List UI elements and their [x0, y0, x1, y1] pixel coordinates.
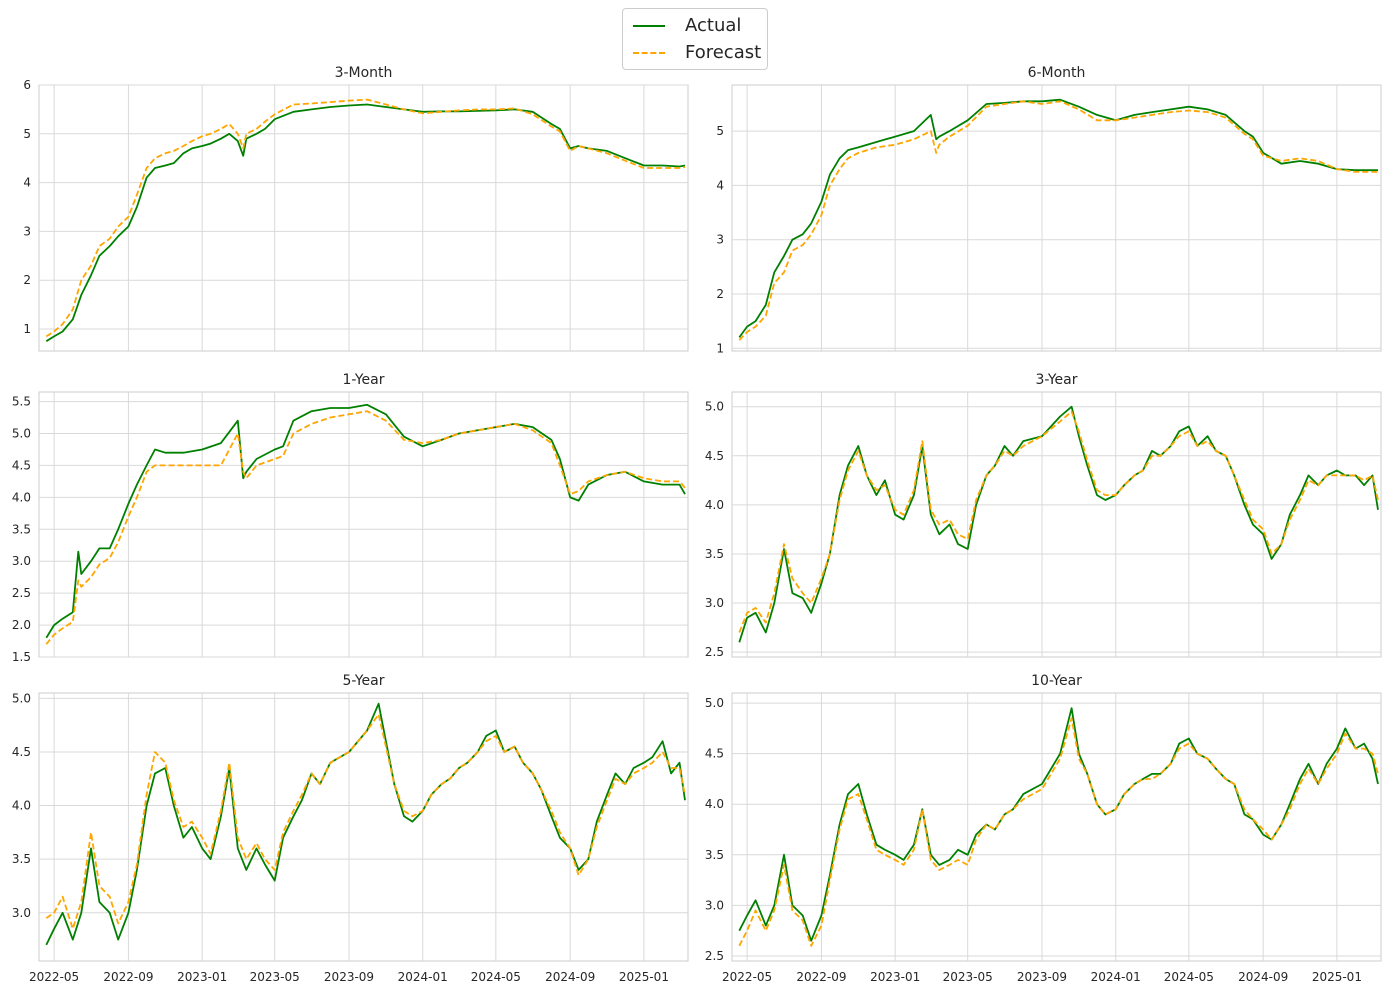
y-tick-label: 3 [716, 233, 724, 247]
y-tick-label: 2.5 [12, 586, 31, 600]
chart-3-month: 1 2 3 4 5 6 3-Month [23, 65, 689, 352]
y-tick-label: 3.0 [12, 906, 31, 920]
legend-item-actual: Actual [623, 13, 769, 39]
y-tick-label: 4 [23, 176, 31, 190]
x-tick-label: 2024-05 [1164, 970, 1214, 984]
y-tick-label: 5.0 [705, 400, 724, 414]
legend-item-forecast: Forecast [623, 40, 769, 66]
plot-area [731, 692, 1382, 962]
x-tick-label: 2025-01 [1312, 970, 1362, 984]
series-actual-line [738, 98, 1378, 338]
x-tick-label: 2024-09 [545, 970, 595, 984]
y-tick-label: 5.0 [12, 427, 31, 441]
series-forecast-line [45, 713, 686, 930]
chart-title: 3-Month [335, 65, 393, 81]
y-tick-label: 4.5 [705, 449, 724, 463]
x-tick-label: 2022-05 [722, 970, 772, 984]
y-tick-label: 2.5 [705, 645, 724, 659]
legend-swatch-forecast [633, 52, 665, 54]
x-tick-label: 2023-09 [1017, 970, 1067, 984]
y-tick-label: 3.5 [12, 852, 31, 866]
y-tick-label: 4.0 [705, 797, 724, 811]
series-actual-line [738, 405, 1379, 643]
legend-label-actual: Actual [685, 15, 742, 36]
x-tick-label: 2022-09 [796, 970, 846, 984]
chart-title: 6-Month [1028, 65, 1086, 81]
series-forecast-line [738, 410, 1379, 633]
y-tick-label: 4 [716, 178, 724, 192]
chart-3-year: 2.5 3.0 3.5 4.0 4.5 5.0 3-Year [705, 372, 1382, 659]
y-tick-label: 1 [716, 341, 724, 355]
chart-title: 3-Year [1036, 372, 1078, 388]
legend-label-forecast: Forecast [685, 42, 762, 63]
chart-title: 5-Year [343, 673, 385, 689]
y-tick-label: 4.0 [12, 490, 31, 504]
x-tick-label: 2022-09 [103, 970, 153, 984]
y-tick-label: 2.5 [705, 949, 724, 963]
chart-5-year: 2022-05 2022-09 2023-01 2023-05 2023-09 2024-… [12, 673, 689, 984]
legend-swatch-actual [633, 25, 665, 27]
x-tick-label: 2023-01 [177, 970, 227, 984]
series-actual-line [45, 702, 686, 946]
chart-title: 10-Year [1031, 673, 1082, 689]
y-tick-label: 5.5 [12, 395, 31, 409]
plot-area [38, 391, 689, 658]
y-tick-label: 3.0 [705, 596, 724, 610]
series-actual-line [45, 403, 686, 639]
x-tick-label: 2024-09 [1238, 970, 1288, 984]
y-tick-label: 5.0 [12, 691, 31, 705]
chart-6-month: 1 2 3 4 5 6-Month [716, 65, 1382, 355]
y-tick-label: 1.5 [12, 650, 31, 664]
plot-area [38, 84, 689, 352]
y-tick-label: 5 [716, 124, 724, 138]
y-tick-label: 5.0 [705, 696, 724, 710]
plot-area [731, 391, 1382, 658]
y-tick-label: 4.5 [12, 745, 31, 759]
y-tick-label: 4.5 [705, 747, 724, 761]
x-tick-label: 2023-05 [943, 970, 993, 984]
y-tick-label: 4.0 [12, 799, 31, 813]
chart-1-year: 1.5 2.0 2.5 3.0 3.5 4.0 4.5 5.0 5.5 1-Year [12, 372, 689, 664]
chart-title: 1-Year [343, 372, 385, 388]
legend: Actual Forecast [622, 8, 768, 70]
y-tick-label: 6 [23, 78, 31, 92]
series-actual-line [45, 103, 686, 342]
plot-area [731, 84, 1382, 352]
series-forecast-line [45, 410, 686, 645]
x-tick-label: 2022-05 [29, 970, 79, 984]
y-tick-label: 1 [23, 322, 31, 336]
y-tick-label: 3 [23, 224, 31, 238]
y-tick-label: 3.5 [705, 547, 724, 561]
x-tick-label: 2023-09 [324, 970, 374, 984]
y-tick-label: 3.5 [12, 522, 31, 536]
y-tick-label: 4.0 [705, 498, 724, 512]
y-tick-label: 4.5 [12, 458, 31, 472]
y-tick-label: 3.5 [705, 848, 724, 862]
y-tick-label: 3.0 [705, 898, 724, 912]
series-forecast-line [45, 98, 686, 338]
x-tick-label: 2023-01 [870, 970, 920, 984]
chart-10-year: 2022-05 2022-09 2023-01 2023-05 2023-09 2024-… [705, 673, 1382, 984]
series-forecast-line [738, 717, 1379, 947]
y-tick-label: 2.0 [12, 618, 31, 632]
y-tick-label: 5 [23, 127, 31, 141]
x-tick-label: 2024-05 [471, 970, 521, 984]
y-tick-label: 2 [23, 273, 31, 287]
x-tick-label: 2024-01 [1091, 970, 1141, 984]
y-tick-label: 2 [716, 287, 724, 301]
x-tick-label: 2025-01 [619, 970, 669, 984]
series-forecast-line [738, 100, 1378, 341]
plot-area [38, 692, 689, 962]
x-tick-label: 2024-01 [398, 970, 448, 984]
x-tick-label: 2023-05 [250, 970, 300, 984]
y-tick-label: 3.0 [12, 554, 31, 568]
